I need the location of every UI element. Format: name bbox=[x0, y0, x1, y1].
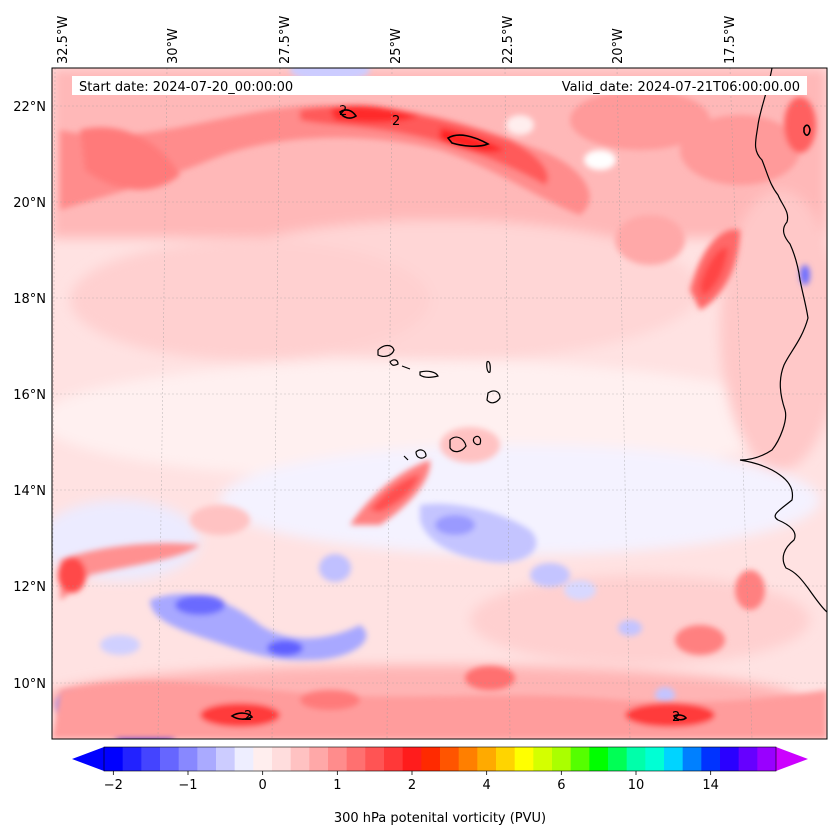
colorbar-cell bbox=[290, 747, 310, 771]
colorbar-cell bbox=[664, 747, 684, 771]
colorbar-tick-label: 14 bbox=[702, 778, 719, 793]
colorbar-tick-label: 1 bbox=[333, 778, 341, 793]
colorbar-cell bbox=[421, 747, 441, 771]
colorbar-cell bbox=[402, 747, 422, 771]
colorbar-cell bbox=[626, 747, 646, 771]
colorbar-cell bbox=[570, 747, 590, 771]
start-date-label: Start date: 2024-07-20_00:00:00 bbox=[79, 80, 293, 95]
lon-label: 20°W bbox=[611, 28, 626, 64]
colorbar-tick-label: 2 bbox=[408, 778, 416, 793]
colorbar-cell bbox=[701, 747, 721, 771]
colorbar-cell bbox=[253, 747, 273, 771]
colorbar-cell bbox=[477, 747, 497, 771]
lat-label: 16°N bbox=[13, 388, 46, 403]
colorbar-cell bbox=[104, 747, 124, 771]
pv-band-north bbox=[60, 68, 816, 215]
colorbar-cell bbox=[328, 747, 348, 771]
colorbar-cell bbox=[197, 747, 217, 771]
lat-label: 22°N bbox=[13, 100, 46, 115]
colorbar-ticks: −2 −1 0 1 2 4 6 10 14 bbox=[104, 771, 719, 793]
lat-label: 20°N bbox=[13, 196, 46, 211]
colorbar-under-arrow bbox=[72, 747, 104, 771]
colorbar-over-arrow bbox=[776, 747, 808, 771]
colorbar-cell bbox=[234, 747, 254, 771]
contour-label: 2 bbox=[392, 114, 400, 129]
valid-date-label: Valid_date: 2024-07-21T06:00:00.00 bbox=[562, 80, 800, 95]
colorbar-tick-label: 10 bbox=[628, 778, 645, 793]
colorbar-frame bbox=[103, 746, 777, 772]
colorbar-cell bbox=[309, 747, 329, 771]
colorbar-cell bbox=[496, 747, 516, 771]
colorbar-cell bbox=[160, 747, 180, 771]
colorbar-cell bbox=[552, 747, 572, 771]
colorbar-tick-label: 0 bbox=[259, 778, 267, 793]
colorbar-tick-label: 4 bbox=[483, 778, 491, 793]
pv-streak-central bbox=[190, 427, 500, 535]
colorbar-cell bbox=[178, 747, 198, 771]
pv-streak-east bbox=[615, 215, 740, 310]
colorbar-tick-label: 6 bbox=[557, 778, 565, 793]
pv-band-south bbox=[52, 543, 827, 739]
pv-2-contours bbox=[230, 109, 811, 721]
colorbar-cell bbox=[757, 747, 777, 771]
colorbar-cell bbox=[216, 747, 236, 771]
lon-label: 22.5°W bbox=[501, 16, 516, 64]
map-frame bbox=[51, 67, 828, 740]
header-box bbox=[72, 76, 807, 95]
colorbar-cell bbox=[384, 747, 404, 771]
colorbar: −2 −1 0 1 2 4 6 10 14 300 hPa potenital vorticit… bbox=[72, 746, 808, 826]
lat-label: 18°N bbox=[13, 292, 46, 307]
colorbar-tick-label: −1 bbox=[178, 778, 197, 793]
latitude-axis: 22°N 20°N 18°N 16°N 14°N 12°N 10°N bbox=[13, 100, 46, 692]
colorbar-cell bbox=[738, 747, 758, 771]
lat-label: 12°N bbox=[13, 580, 46, 595]
africa-coastline bbox=[739, 68, 827, 613]
lon-label: 17.5°W bbox=[723, 16, 738, 64]
colorbar-cell bbox=[458, 747, 478, 771]
cape-verde-islands bbox=[377, 344, 501, 461]
colorbar-cell bbox=[720, 747, 740, 771]
contour-label: 2 bbox=[339, 104, 347, 119]
lon-label: 30°W bbox=[166, 28, 181, 64]
graticule bbox=[52, 68, 827, 739]
colorbar-tick-label: −2 bbox=[104, 778, 123, 793]
colorbar-cell bbox=[645, 747, 665, 771]
colorbar-cells bbox=[104, 747, 777, 771]
lat-label: 10°N bbox=[13, 677, 46, 692]
colorbar-cell bbox=[122, 747, 142, 771]
colorbar-cell bbox=[365, 747, 385, 771]
colorbar-cell bbox=[141, 747, 161, 771]
colorbar-cell bbox=[514, 747, 534, 771]
lon-label: 32.5°W bbox=[56, 16, 71, 64]
colorbar-cell bbox=[682, 747, 702, 771]
lon-label: 27.5°W bbox=[278, 16, 293, 64]
colorbar-cell bbox=[608, 747, 628, 771]
colorbar-cell bbox=[272, 747, 292, 771]
colorbar-title: 300 hPa potenital vorticity (PVU) bbox=[334, 811, 546, 826]
lon-label: 25°W bbox=[389, 28, 404, 64]
colorbar-cell bbox=[440, 747, 460, 771]
colorbar-cell bbox=[589, 747, 609, 771]
contour-label: 2 bbox=[244, 709, 252, 724]
colorbar-cell bbox=[533, 747, 553, 771]
map-area: 2 2 2 2 bbox=[52, 68, 827, 739]
colorbar-cell bbox=[346, 747, 366, 771]
lat-label: 14°N bbox=[13, 484, 46, 499]
longitude-axis: 32.5°W 30°W 27.5°W 25°W 22.5°W 20°W 17.5… bbox=[56, 16, 738, 64]
